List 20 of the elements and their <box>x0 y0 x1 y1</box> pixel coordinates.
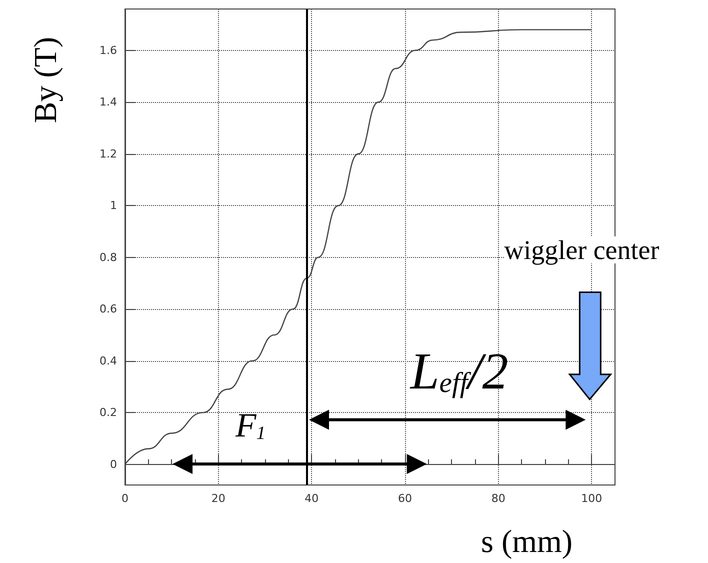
y-tick-label: 0.4 <box>100 354 117 368</box>
y-tick-label: 0 <box>110 458 117 471</box>
annotation: Leff/2 <box>409 343 508 400</box>
annotation: wiggler center <box>504 234 660 265</box>
y-tick-label: 1.4 <box>100 96 117 109</box>
y-tick-label: 0.6 <box>100 302 117 316</box>
y-tick-label: 0.2 <box>100 406 117 420</box>
x-tick-label: 20 <box>211 492 226 505</box>
y-axis-title: By (T) <box>27 36 63 124</box>
y-tick-label: 1.2 <box>100 147 117 160</box>
y-tick-label: 1.6 <box>100 44 117 57</box>
x-tick-label: 100 <box>581 492 602 505</box>
x-tick-label: 80 <box>491 492 506 505</box>
y-tick-label: 0.8 <box>100 250 117 264</box>
x-axis-title: s (mm) <box>481 523 573 559</box>
x-tick-label: 60 <box>398 492 412 505</box>
annotation: F1 <box>234 408 266 445</box>
x-tick-label: 0 <box>122 492 128 505</box>
x-tick-label: 40 <box>304 492 319 505</box>
y-tick-label: 1 <box>110 199 117 212</box>
